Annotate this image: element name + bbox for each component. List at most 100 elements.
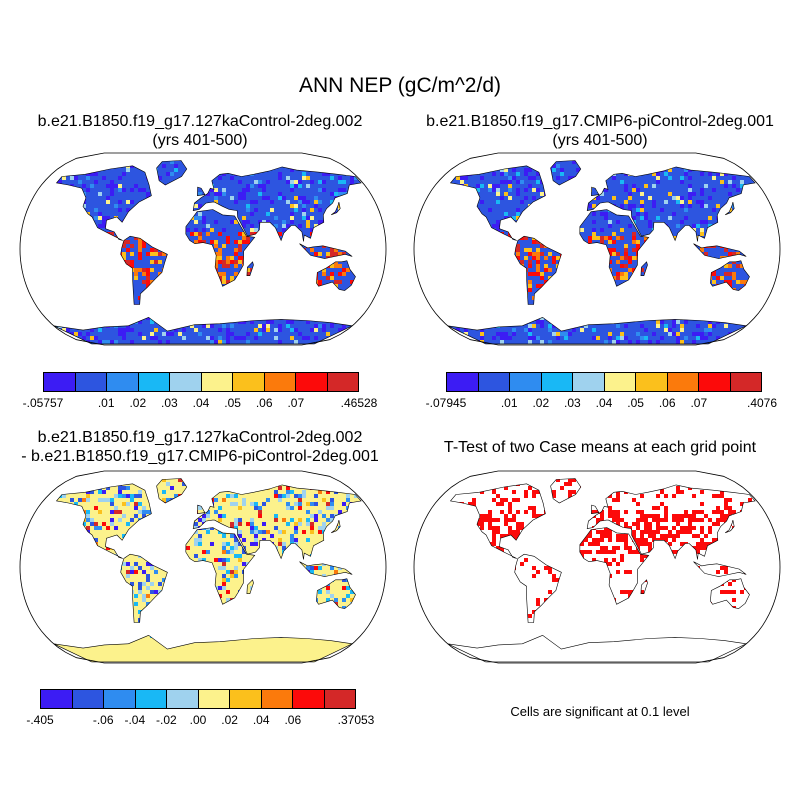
grid-cell [106,200,110,204]
grid-cell [214,192,218,196]
grid-cell [278,486,282,490]
grid-cell [290,184,294,188]
grid-cell [202,324,206,328]
grid-cell [198,204,202,208]
grid-cell [636,340,640,344]
grid-cell [238,192,242,196]
grid-cell [210,240,214,244]
grid-cell [424,478,428,482]
grid-cell [206,514,210,518]
grid-cell [540,244,544,248]
grid-cell [234,264,238,268]
grid-cell [708,216,712,220]
grid-cell [636,240,640,244]
grid-cell [238,240,242,244]
grid-cell [712,280,716,284]
grid-cell [780,232,782,236]
grid-cell [680,220,684,224]
grid-cell [712,188,716,192]
grid-cell [780,502,782,506]
land-antarctica [447,317,747,344]
grid-cell [764,172,768,176]
grid-cell [282,494,286,498]
grid-cell [780,316,782,320]
grid-cell [576,168,580,172]
grid-cell [22,606,26,610]
grid-cell [764,156,768,160]
grid-cell [366,328,370,332]
grid-cell [146,586,150,590]
grid-cell [496,518,500,522]
grid-cell [326,518,330,522]
grid-cell [18,284,22,288]
grid-cell [314,494,318,498]
grid-cell [330,264,334,268]
grid-cell [194,530,198,534]
coastline-ukIsland [197,504,206,515]
grid-cell [30,188,34,192]
grid-cell [134,502,138,506]
grid-cell [680,328,684,332]
grid-cell [492,188,496,192]
grid-cell [728,252,732,256]
grid-cell [82,498,86,502]
grid-cell [226,550,230,554]
grid-cell [612,196,616,200]
grid-cell [338,510,342,514]
grid-cell [206,550,210,554]
grid-cell [142,280,146,284]
grid-cell [294,328,298,332]
grid-cell [226,240,230,244]
grid-cell [30,622,34,626]
grid-cell [728,280,732,284]
grid-cell [684,514,688,518]
grid-cell [624,248,628,252]
grid-cell [350,474,354,478]
grid-cell [294,208,298,212]
grid-cell [126,208,130,212]
grid-cell [616,324,620,328]
grid-cell [142,240,146,244]
grid-cell [142,336,146,340]
grid-cell [66,340,70,344]
grid-cell [640,192,644,196]
grid-cell [346,344,350,346]
grid-cell [222,586,226,590]
grid-cell [278,172,282,176]
grid-cell [266,498,270,502]
grid-cell [724,518,728,522]
grid-cell [424,168,428,172]
top-left-title-line2: (yrs 401-500) [152,132,248,149]
grid-cell [282,220,286,224]
grid-cell [218,256,222,260]
grid-cell [290,534,294,538]
grid-cell [358,344,362,346]
grid-cell [158,176,162,180]
grid-cell [294,340,298,344]
grid-cell [382,296,386,300]
coastline-ukIsland [591,186,600,197]
grid-cell [520,180,524,184]
coastline-africa [185,527,256,605]
grid-cell [492,518,496,522]
grid-cell [46,340,50,344]
grid-cell [53,478,54,482]
coastline-africa [579,209,650,287]
top-right-panel-title: b.e21.B1850.f19_g17.CMIP6-piControl-2deg… [400,112,800,150]
grid-cell [298,200,302,204]
grid-cell [238,248,242,252]
grid-cell [126,562,130,566]
grid-cell [628,196,632,200]
coastline-indonesia [299,561,353,577]
grid-cell [456,176,460,180]
grid-cell [30,308,34,312]
grid-cell [170,172,174,176]
grid-cell [338,280,342,284]
grid-cell [700,502,704,506]
grid-cell [652,518,656,522]
grid-cell [540,284,544,288]
grid-cell [616,510,620,514]
grid-cell [616,498,620,502]
grid-cell [676,522,680,526]
grid-cell [600,240,604,244]
